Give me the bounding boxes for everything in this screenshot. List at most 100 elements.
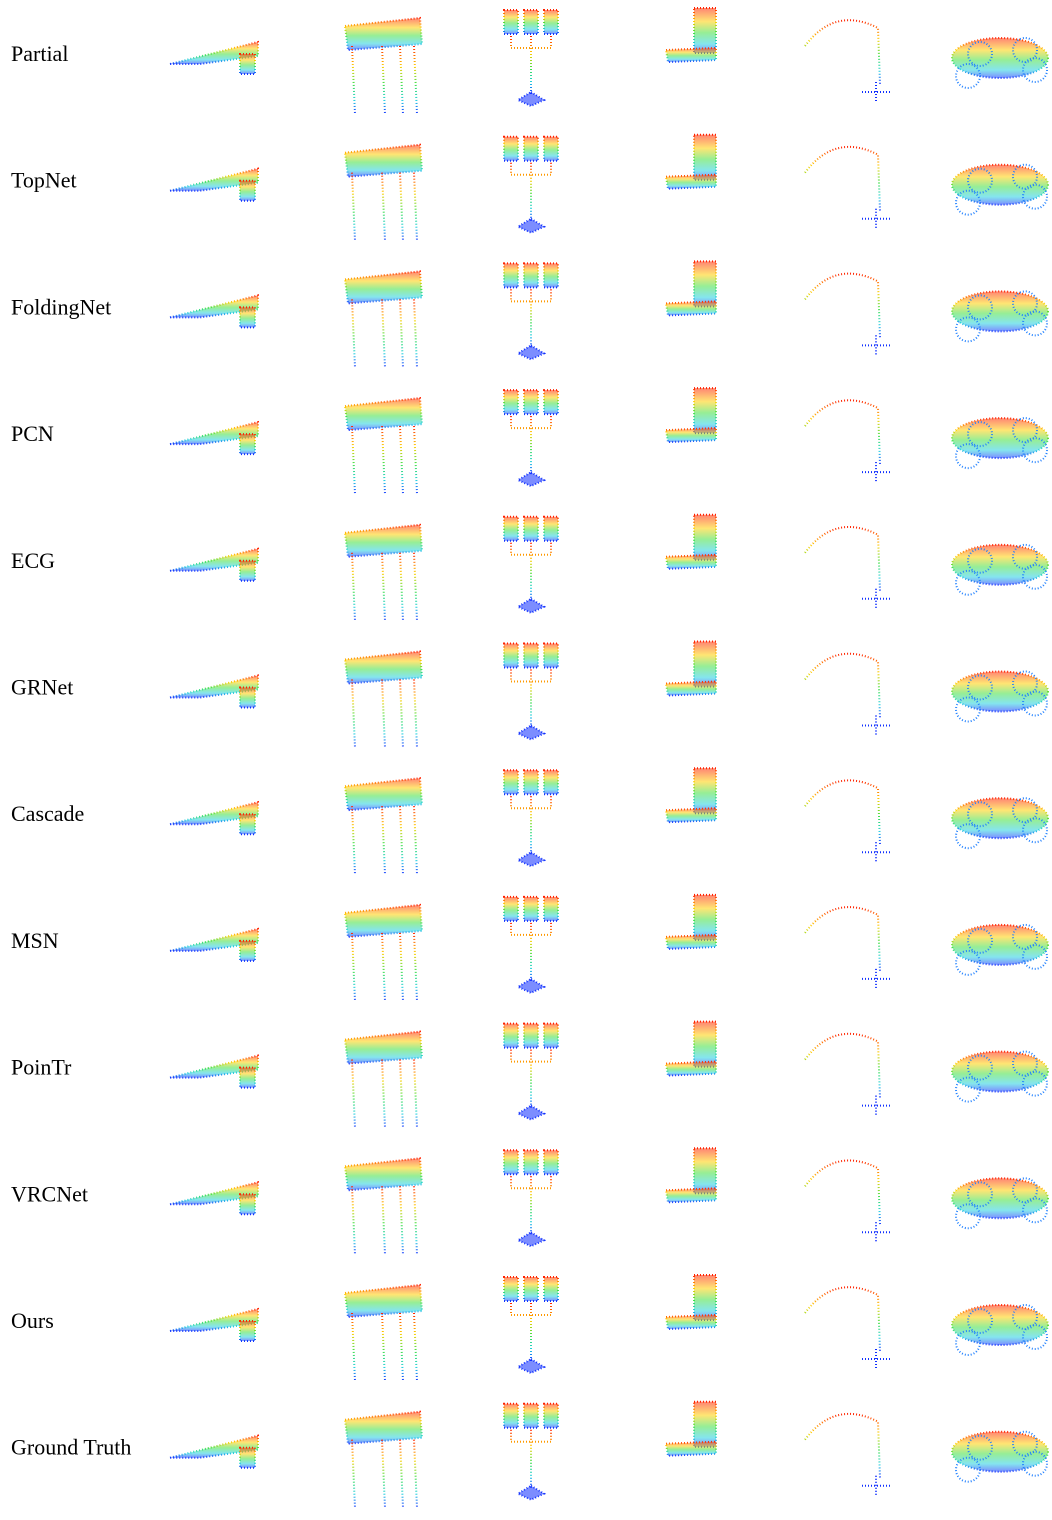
figure-row: FoldingNet: [11, 261, 1048, 367]
point-cloud: [544, 517, 558, 541]
point-cloud: [544, 263, 558, 287]
point-cloud: [862, 335, 890, 355]
point-cloud: [240, 54, 255, 74]
point-cloud: [414, 1186, 417, 1254]
point-cloud: [862, 209, 890, 229]
point-cloud: [511, 36, 551, 94]
point-cloud: [511, 923, 551, 981]
row-label: Partial: [11, 41, 68, 66]
point-cloud: [400, 553, 403, 621]
row-label: FoldingNet: [11, 294, 111, 319]
point-cloud: [544, 10, 558, 34]
point-cloud: [694, 1402, 716, 1447]
point-cloud: [504, 1277, 518, 1301]
point-cloud: [862, 1096, 890, 1116]
point-cloud: [694, 261, 716, 306]
row-label: PCN: [11, 421, 54, 446]
point-cloud: [345, 1285, 422, 1317]
point-cloud: [666, 1315, 716, 1329]
point-cloud: [504, 137, 518, 161]
point-cloud: [352, 173, 355, 241]
figure-row: GRNet: [11, 642, 1048, 748]
point-cloud: [400, 426, 403, 494]
point-cloud: [382, 46, 385, 114]
point-cloud: [400, 1313, 403, 1381]
point-cloud: [240, 814, 255, 834]
figure-row: PoinTr: [11, 1022, 1048, 1128]
point-cloud: [694, 1275, 716, 1320]
point-cloud: [414, 299, 417, 367]
point-cloud: [694, 1022, 716, 1067]
point-cloud: [666, 48, 716, 62]
point-cloud: [382, 1060, 385, 1128]
figure-row: VRCNet: [11, 1148, 1048, 1254]
point-cloud: [352, 46, 355, 114]
point-cloud: [694, 135, 716, 180]
point-cloud: [382, 173, 385, 241]
point-cloud: [518, 1232, 544, 1246]
point-cloud: [524, 644, 538, 668]
point-cloud: [352, 1313, 355, 1381]
point-cloud: [504, 517, 518, 541]
point-cloud: [524, 517, 538, 541]
point-cloud: [518, 472, 544, 486]
point-cloud: [805, 147, 880, 211]
figure-row: Ours: [11, 1275, 1048, 1381]
point-cloud: [694, 515, 716, 560]
point-cloud: [518, 726, 544, 740]
point-cloud: [694, 1148, 716, 1193]
point-cloud: [805, 527, 880, 591]
point-cloud: [862, 1349, 890, 1369]
point-cloud: [400, 1186, 403, 1254]
point-cloud: [400, 933, 403, 1001]
point-cloud: [382, 680, 385, 748]
point-cloud: [666, 1062, 716, 1076]
point-cloud: [352, 1186, 355, 1254]
point-cloud: [805, 654, 880, 718]
point-cloud: [414, 806, 417, 874]
point-cloud: [862, 716, 890, 736]
point-cloud: [414, 680, 417, 748]
point-cloud: [382, 933, 385, 1001]
figure-row: Partial: [11, 8, 1048, 114]
point-cloud: [352, 299, 355, 367]
point-cloud: [240, 941, 255, 961]
point-cloud: [240, 688, 255, 708]
point-cloud: [240, 561, 255, 581]
point-cloud: [414, 173, 417, 241]
point-cloud: [352, 680, 355, 748]
point-cloud: [414, 1060, 417, 1128]
point-cloud: [414, 1313, 417, 1381]
point-cloud: [414, 1440, 417, 1508]
point-cloud: [518, 92, 544, 106]
point-cloud: [694, 895, 716, 940]
point-cloud: [666, 428, 716, 442]
point-cloud: [382, 299, 385, 367]
point-cloud: [240, 1448, 255, 1468]
point-cloud: [805, 780, 880, 844]
point-cloud: [805, 1034, 880, 1098]
point-cloud: [504, 263, 518, 287]
point-cloud: [400, 680, 403, 748]
point-cloud: [862, 589, 890, 609]
point-cloud: [511, 1430, 551, 1488]
point-cloud: [511, 163, 551, 221]
point-cloud: [805, 274, 880, 338]
point-cloud: [504, 1024, 518, 1048]
point-cloud: [524, 1404, 538, 1428]
point-cloud: [805, 1287, 880, 1351]
point-cloud: [400, 299, 403, 367]
point-cloud: [352, 1060, 355, 1128]
point-cloud: [414, 933, 417, 1001]
point-cloud: [511, 1176, 551, 1234]
point-cloud: [518, 1359, 544, 1373]
point-cloud: [345, 1032, 422, 1064]
point-cloud: [524, 10, 538, 34]
point-cloud: [862, 1476, 890, 1496]
figure-row: PCN: [11, 388, 1048, 494]
point-cloud: [524, 1150, 538, 1174]
point-cloud: [240, 181, 255, 201]
point-cloud: [518, 852, 544, 866]
row-label: Cascade: [11, 801, 84, 826]
point-cloud: [666, 555, 716, 569]
